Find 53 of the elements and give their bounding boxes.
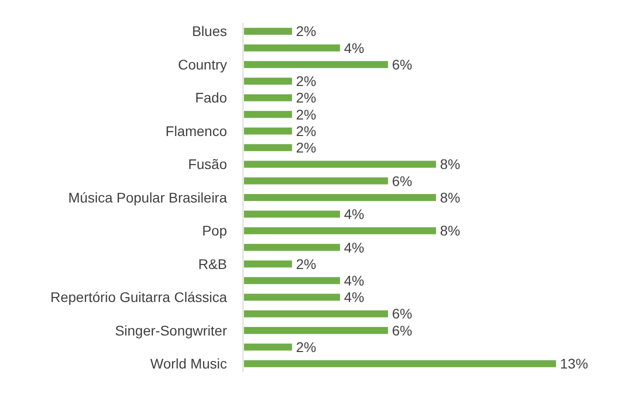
bar [244,61,388,68]
data-label: 4% [344,206,364,222]
y-tick-label: Fusão [188,156,228,172]
y-tick-label: Singer-Songwriter [114,322,228,338]
bar [244,177,388,184]
data-label: 8% [440,222,460,239]
data-label: 2% [296,23,316,40]
bar [244,294,340,301]
bar [244,44,340,52]
bar [244,110,292,118]
data-label: 4% [344,272,364,288]
bar [244,128,292,135]
y-tick-label: World Music [150,356,227,372]
bar [244,144,292,152]
y-tick-label: Pop [202,222,228,239]
bar [244,194,436,201]
bar [244,94,292,102]
bar [244,28,292,35]
data-label: 6% [392,172,412,189]
bar [244,210,340,218]
y-tick-label: R&B [198,256,227,272]
data-label: 8% [440,156,460,172]
y-tick-label: Country [178,56,227,72]
data-label: 2% [296,140,316,156]
data-label: 4% [344,40,364,56]
bar [244,326,388,334]
data-label: 8% [440,189,460,206]
data-label: 2% [296,106,316,122]
bar [244,344,292,351]
data-label: 4% [344,289,364,306]
data-label: 6% [392,56,412,72]
bar [244,227,436,234]
data-label: 2% [296,122,316,139]
y-tick-label: Flamenco [166,122,228,139]
data-label: 2% [296,338,316,355]
data-label: 6% [392,306,412,322]
data-label: 2% [296,73,316,90]
bar [244,160,436,168]
bar [244,310,388,318]
bar [244,277,340,284]
data-label: 4% [344,239,364,256]
data-label: 2% [296,256,316,272]
bar [244,360,556,368]
bar [244,78,292,85]
bar [244,244,340,251]
bar [244,260,292,268]
y-tick-label: Blues [192,23,227,40]
data-label: 13% [560,356,588,372]
data-label: 2% [296,90,316,106]
y-tick-label: Repertório Guitarra Clássica [50,289,228,306]
y-tick-label: Música Popular Brasileira [68,189,228,206]
y-tick-label: Fado [195,90,228,106]
data-label: 6% [392,322,412,338]
